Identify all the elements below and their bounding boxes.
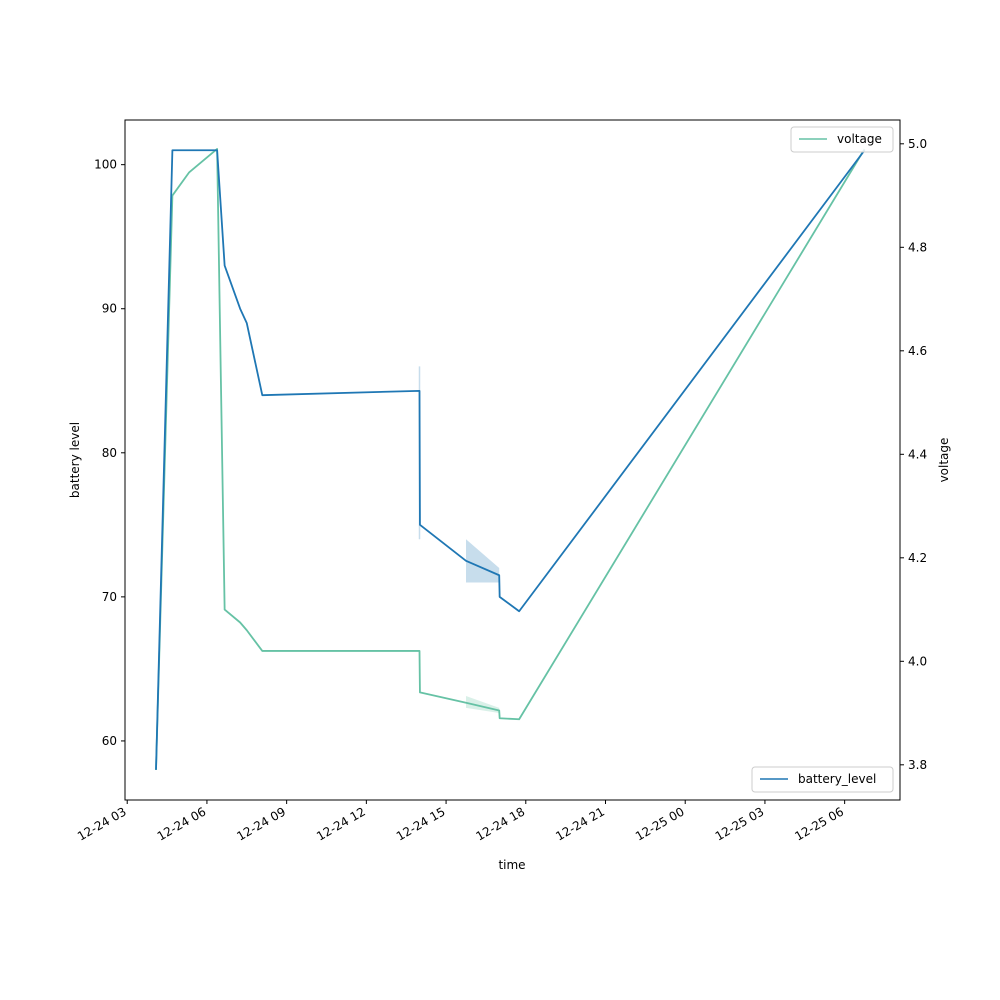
x-axis-label: time [498, 858, 525, 872]
y-right-tick-label: 3.8 [908, 758, 927, 772]
plot-frame [124, 119, 901, 801]
legend-voltage-label: voltage [837, 132, 882, 146]
y-left-tick-label: 100 [94, 158, 117, 172]
legend-battery-level: battery_level [751, 766, 894, 793]
y-right-tick-label: 4.4 [908, 447, 927, 461]
y-left-tick-label: 60 [102, 734, 117, 748]
voltage-line [155, 148, 866, 771]
y-left-axis-label: battery level [68, 422, 82, 498]
y-right-axis-label: voltage [937, 438, 951, 483]
y-right-tick-label: 4.8 [908, 240, 927, 254]
legend-voltage-box [790, 126, 894, 153]
y-right-tick-label: 4.0 [908, 654, 927, 668]
y-left-tick-label: 90 [102, 302, 117, 316]
y-right-tick-label: 4.2 [908, 551, 927, 565]
legend-battery-level-label: battery_level [798, 772, 876, 786]
y-right-tick-label: 5.0 [908, 137, 927, 151]
y-left-tick-label: 80 [102, 446, 117, 460]
legend-voltage: voltage [790, 126, 894, 153]
legend-battery-level-box [751, 766, 894, 793]
y-right-tick-label: 4.6 [908, 344, 927, 358]
y-left-tick-label: 70 [102, 590, 117, 604]
battery-level-line [155, 149, 866, 770]
